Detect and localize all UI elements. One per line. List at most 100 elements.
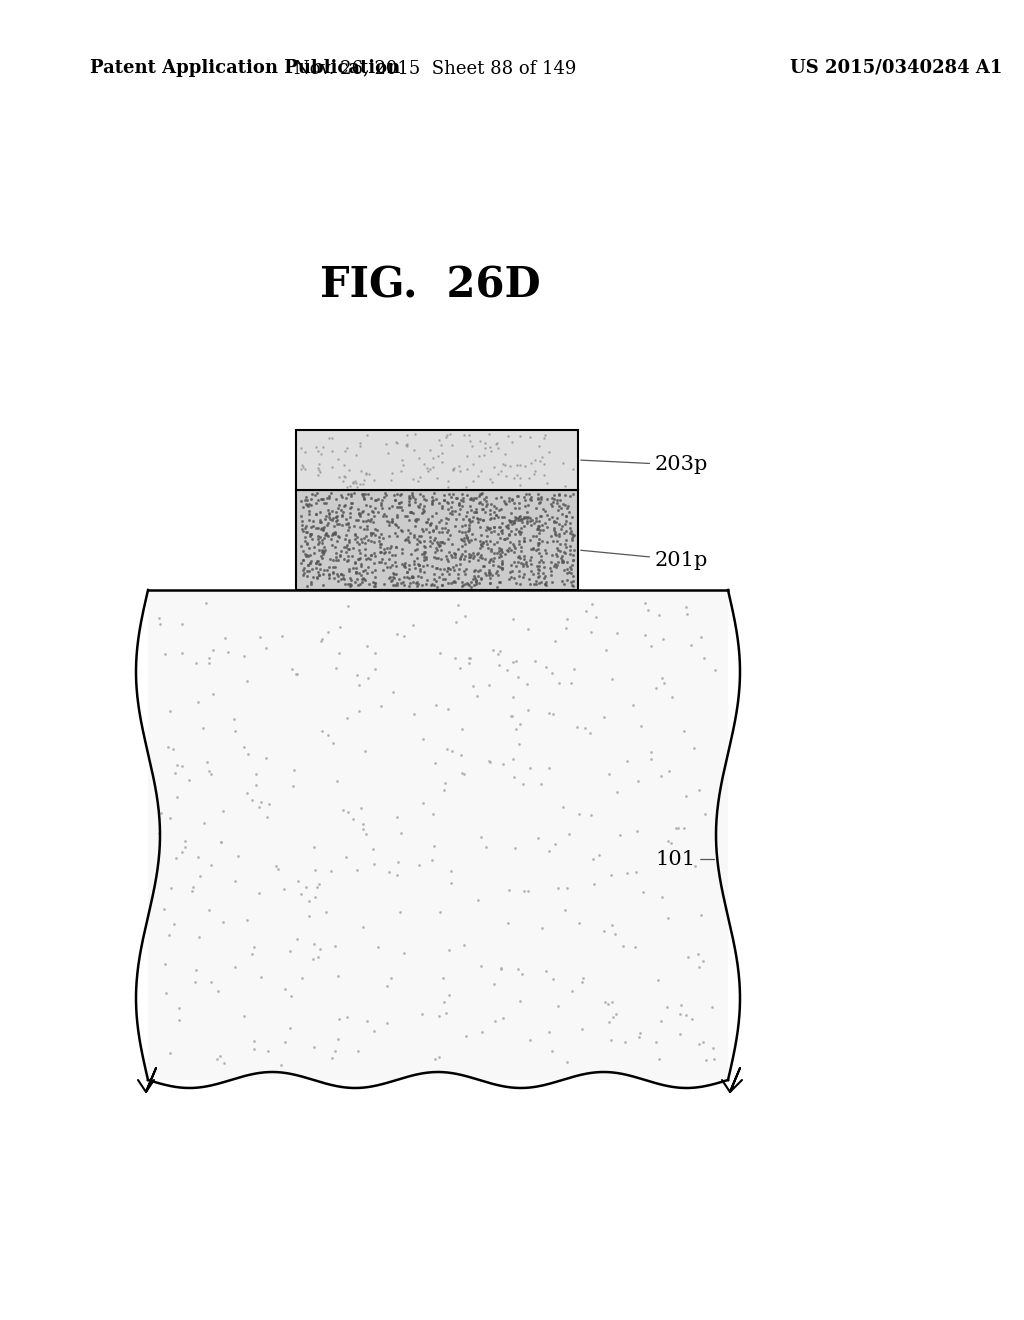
Point [359,557,376,578]
Point [347,529,364,550]
Point [488,560,505,581]
Point [538,543,554,564]
Point [366,1020,382,1041]
Point [380,568,396,589]
Point [664,686,680,708]
Point [435,558,452,579]
Point [314,437,331,458]
Point [529,535,546,556]
Point [227,721,244,742]
Point [474,546,490,568]
Point [472,525,488,546]
Point [525,539,542,560]
Point [480,424,497,445]
Point [307,437,324,458]
Point [454,535,470,556]
Point [494,523,510,544]
Point [380,442,396,463]
Point [608,623,625,644]
Point [512,454,528,475]
Point [173,841,189,862]
Point [295,549,311,570]
Point [556,541,572,562]
Point [347,524,364,545]
Point [366,543,382,564]
Point [556,495,572,516]
Point [653,668,670,689]
Point [511,524,527,545]
Point [332,643,348,664]
Point [465,548,481,569]
Point [338,508,354,529]
Point [565,459,582,480]
Point [522,546,539,568]
Point [400,486,417,507]
Point [180,770,197,791]
Point [333,562,349,583]
Point [299,565,315,586]
Point [385,568,401,589]
Point [404,469,421,490]
Point [338,847,354,869]
Point [660,760,677,781]
Point [479,525,496,546]
Point [321,564,337,585]
Point [342,507,358,528]
Point [440,477,457,498]
Point [492,544,508,565]
Point [425,520,441,541]
Point [516,531,532,552]
Point [318,487,335,508]
Point [407,527,423,548]
Point [607,1003,624,1024]
Point [443,533,460,554]
Point [198,593,214,614]
Point [441,524,458,545]
Point [340,513,356,535]
Point [330,966,346,987]
Point [497,444,513,465]
Point [260,1040,276,1061]
Point [364,561,380,582]
Point [537,500,553,521]
Point [461,510,477,531]
Point [539,473,555,494]
Point [470,561,486,582]
Point [213,832,229,853]
Point [285,659,301,680]
Point [352,506,369,527]
Point [695,1031,712,1052]
Point [312,939,329,960]
Point [307,552,324,573]
Point [562,558,579,579]
Point [440,557,457,578]
Point [480,517,497,539]
Point [445,459,462,480]
Point [387,552,403,573]
Point [474,499,490,520]
Point [351,701,368,722]
Point [549,537,565,558]
Point [516,508,532,529]
Point [348,561,365,582]
Point [297,490,313,511]
Point [313,541,330,562]
Point [184,876,201,898]
Point [603,1030,620,1051]
Point [480,552,497,573]
Point [402,502,419,523]
Point [556,573,572,594]
Point [690,944,707,965]
Point [502,531,518,552]
Point [452,520,468,541]
Point [327,557,343,578]
Point [468,488,484,510]
Point [514,512,530,533]
Point [342,573,358,594]
Point [415,520,431,541]
Point [615,936,632,957]
Point [512,425,528,446]
Point [306,536,323,557]
Point [555,550,571,572]
Point [690,1034,707,1055]
